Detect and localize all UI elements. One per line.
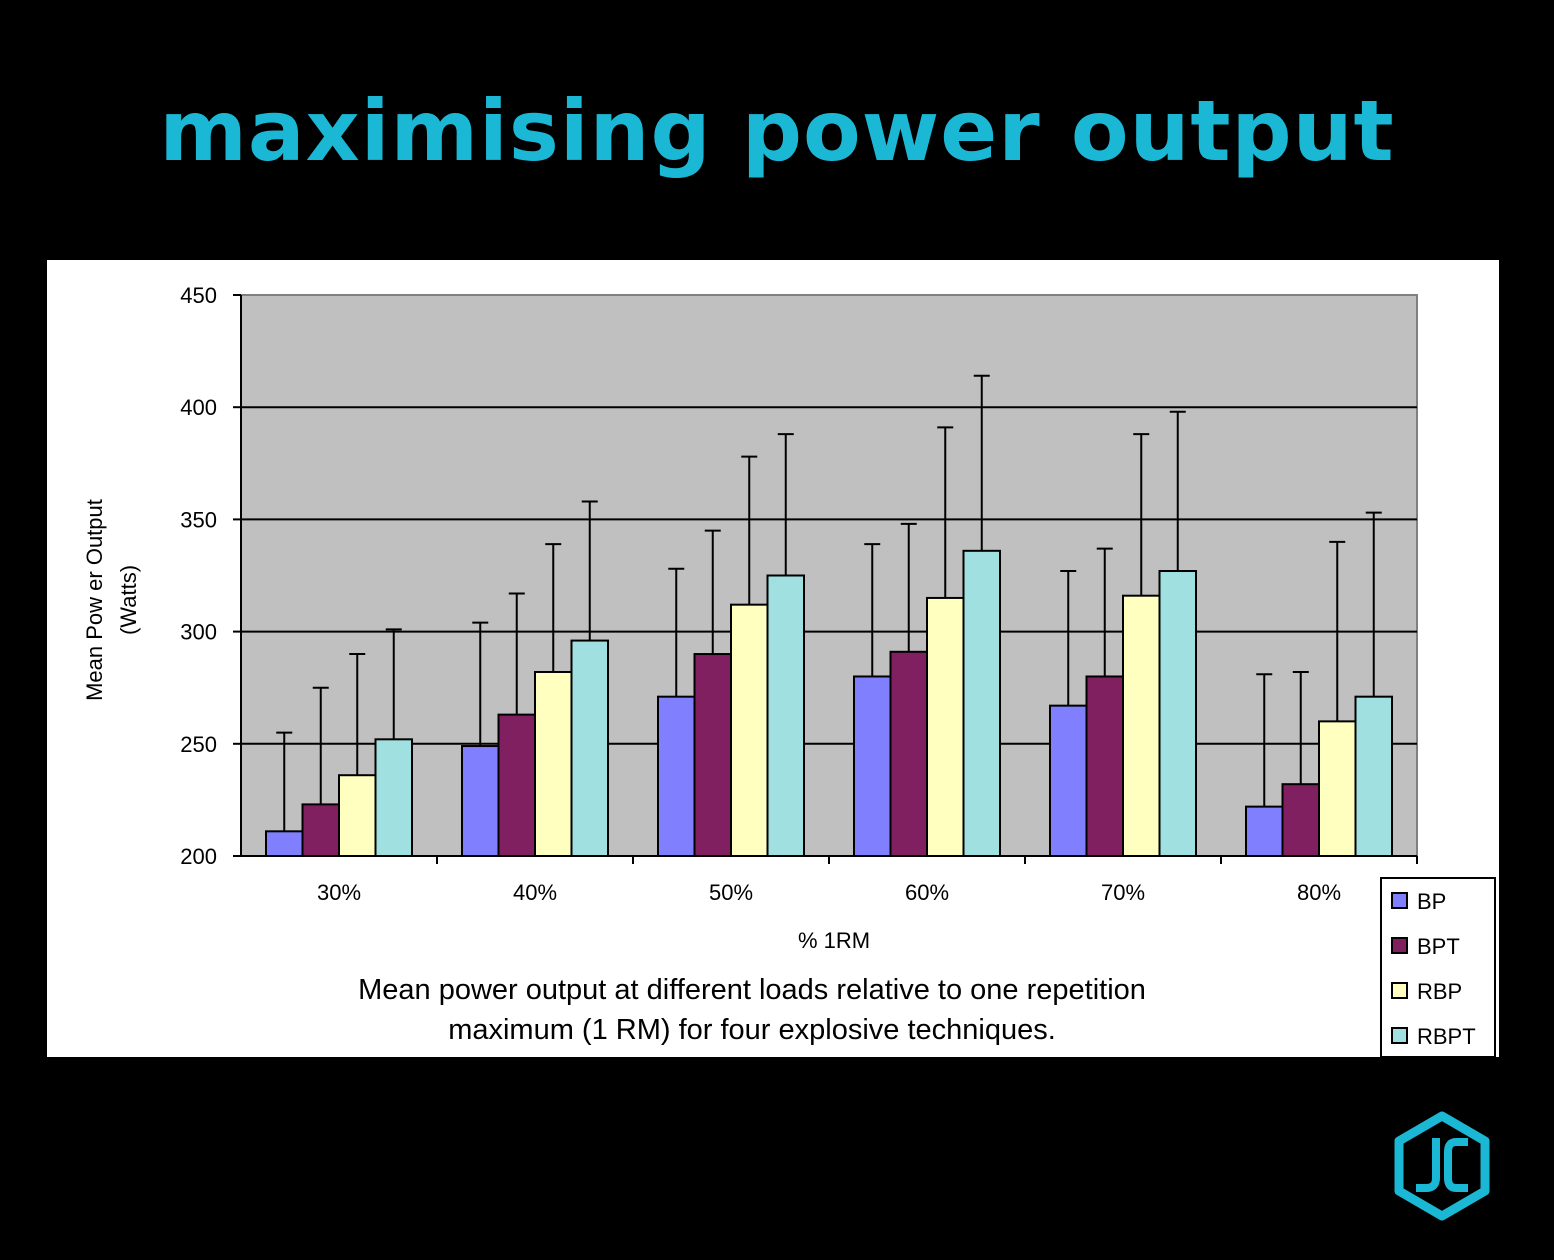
y-axis-title: Mean Pow er Output (Watts)	[82, 499, 141, 701]
bar-rbpt	[1158, 570, 1197, 857]
legend: BP BPT RBP RBPT	[1380, 877, 1496, 1057]
bar-rbpt	[962, 549, 1001, 857]
y-axis-title-line2: (Watts)	[116, 565, 141, 635]
bar-rbpt	[374, 738, 413, 858]
logo-c-stroke	[1444, 1138, 1468, 1192]
x-axis-title: % 1RM	[798, 928, 870, 953]
bar-rbp	[1318, 720, 1357, 857]
caption-line-1: Mean power output at different loads rel…	[358, 974, 1146, 1006]
bar-chart: 200 250 300 350 400 450 30% 40% 50% 60% 70% 80% % …	[82, 283, 1496, 1057]
logo-j-stroke	[1416, 1138, 1440, 1192]
y-tick-label: 350	[180, 507, 217, 532]
caption-line-2: maximum (1 RM) for four explosive techni…	[448, 1014, 1056, 1046]
y-tick-label: 400	[180, 395, 217, 420]
chart-caption: Mean power output at different loads rel…	[327, 970, 1177, 1050]
x-tick-label: 40%	[513, 880, 557, 905]
logo-hexagon	[1394, 1111, 1490, 1221]
bar-bp	[461, 745, 500, 858]
bar-bp	[657, 695, 696, 857]
legend-swatch-rbpt	[1391, 1027, 1408, 1044]
axes	[233, 295, 1417, 857]
x-tick-label: 60%	[905, 880, 949, 905]
bar-rbp	[1122, 594, 1161, 857]
bar-rbp	[338, 774, 377, 857]
jc-logo	[1394, 1111, 1490, 1221]
bar-rbp	[926, 596, 965, 857]
y-tick-label: 450	[180, 283, 217, 308]
x-tick-label: 30%	[317, 880, 361, 905]
bar-rbpt	[570, 639, 609, 857]
y-axis-ticks: 200 250 300 350 400 450	[180, 283, 241, 869]
bar-rbpt	[1354, 695, 1393, 857]
y-tick-label: 250	[180, 732, 217, 757]
x-tick-label: 70%	[1101, 880, 1145, 905]
bar-bpt	[693, 653, 732, 858]
legend-label-rbp: RBP	[1417, 979, 1462, 1004]
bar-bpt	[1281, 783, 1320, 858]
plot-area-background	[240, 294, 1418, 857]
bar-rbp	[730, 603, 769, 857]
bar-rbpt	[766, 574, 805, 857]
bar-bp	[1245, 805, 1284, 858]
y-axis-title-line1: Mean Pow er Output	[82, 499, 107, 701]
legend-swatch-bpt	[1391, 937, 1408, 954]
bar-bpt	[301, 803, 340, 857]
slide-title: maximising power output	[159, 82, 1395, 180]
legend-swatch-bp	[1391, 892, 1408, 909]
bar-bpt	[889, 650, 928, 857]
error-bars	[276, 374, 1382, 832]
bar-bp	[1049, 704, 1088, 858]
legend-swatch-rbp	[1391, 982, 1408, 999]
x-tick-label: 80%	[1297, 880, 1341, 905]
x-tick-label: 50%	[709, 880, 753, 905]
legend-label-bp: BP	[1417, 889, 1446, 914]
chart-panel: 200 250 300 350 400 450 30% 40% 50% 60% 70% 80% % …	[47, 260, 1499, 1057]
bar-bp	[265, 830, 304, 857]
y-tick-label: 300	[180, 620, 217, 645]
bar-rbp	[534, 670, 573, 857]
y-tick-label: 200	[180, 844, 217, 869]
x-axis-ticks: 30% 40% 50% 60% 70% 80%	[317, 856, 1418, 905]
legend-label-bpt: BPT	[1417, 934, 1460, 959]
bar-bp	[853, 675, 892, 858]
legend-label-rbpt: RBPT	[1417, 1024, 1476, 1049]
bar-bpt	[1085, 675, 1124, 858]
gridlines	[241, 406, 1417, 745]
bar-bpt	[497, 713, 536, 857]
